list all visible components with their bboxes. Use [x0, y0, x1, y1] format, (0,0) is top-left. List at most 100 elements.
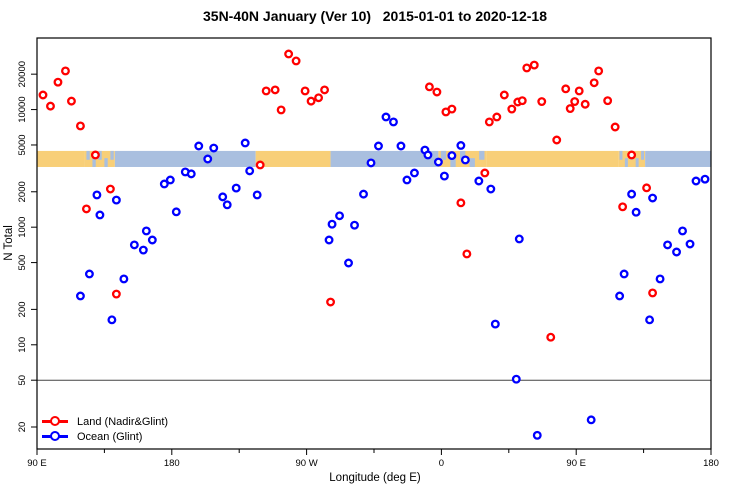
- data-point: [409, 168, 419, 178]
- data-point: [619, 269, 629, 279]
- data-point: [532, 430, 542, 440]
- data-point: [261, 86, 271, 96]
- data-point: [327, 219, 337, 229]
- data-point: [486, 184, 496, 194]
- data-point: [691, 176, 701, 186]
- plot-border: [36, 37, 712, 450]
- data-point: [484, 117, 494, 127]
- data-point: [366, 158, 376, 168]
- data-point: [517, 96, 527, 106]
- land-points: [38, 49, 658, 342]
- data-point: [81, 204, 91, 214]
- data-point: [291, 56, 301, 66]
- data-point: [565, 104, 575, 114]
- ocean-legend-marker-icon: [42, 431, 68, 442]
- data-point: [240, 138, 250, 148]
- data-point: [396, 141, 406, 151]
- data-point: [344, 258, 353, 268]
- data-point: [171, 207, 181, 217]
- data-point: [603, 96, 613, 106]
- data-point: [306, 96, 316, 106]
- data-point: [159, 179, 169, 189]
- data-point: [276, 105, 286, 115]
- legend-row-ocean: Ocean (Glint): [42, 429, 168, 444]
- legend-row-land: Land (Nadir&Glint): [42, 414, 168, 429]
- data-point: [462, 249, 472, 259]
- data-point: [138, 245, 148, 255]
- x-tick-label: 180: [164, 458, 180, 469]
- data-point: [314, 93, 324, 103]
- data-point: [594, 66, 604, 76]
- data-point: [570, 97, 580, 106]
- data-point: [700, 174, 710, 184]
- data-point: [194, 141, 204, 151]
- data-point: [350, 220, 359, 230]
- data-point: [447, 151, 457, 161]
- data-point: [186, 169, 196, 179]
- data-point: [389, 117, 398, 127]
- data-point: [642, 183, 652, 193]
- x-tick-label: 180: [703, 458, 719, 469]
- data-point: [433, 157, 443, 167]
- data-point: [231, 183, 241, 193]
- y-tick-label: 10000: [17, 96, 28, 122]
- data-point: [580, 99, 590, 109]
- data-point: [546, 332, 556, 342]
- data-point: [423, 150, 433, 160]
- legend: Land (Nadir&Glint) Ocean (Glint): [42, 414, 168, 444]
- data-point: [627, 150, 637, 160]
- data-point: [447, 104, 457, 114]
- y-tick-label: 5000: [17, 134, 28, 155]
- data-point: [270, 85, 280, 95]
- data-point: [648, 288, 658, 298]
- x-tick-label: 90 E: [27, 458, 47, 469]
- data-point: [95, 210, 105, 220]
- data-point: [618, 202, 628, 212]
- legend-label-land: Land (Nadir&Glint): [77, 415, 169, 428]
- data-point: [615, 291, 625, 301]
- data-point: [439, 171, 449, 181]
- data-point: [209, 143, 219, 153]
- data-point: [300, 86, 310, 96]
- data-point: [38, 90, 48, 100]
- data-point: [499, 90, 509, 100]
- data-point: [456, 198, 466, 208]
- x-axis-label: Longitude (deg E): [329, 472, 421, 484]
- data-point: [245, 166, 255, 176]
- data-point: [324, 235, 334, 245]
- data-point: [648, 193, 658, 203]
- data-point: [627, 189, 637, 199]
- data-point: [111, 195, 121, 205]
- x-tick-label: 90 E: [566, 458, 586, 469]
- data-point: [284, 49, 294, 59]
- data-point: [424, 82, 434, 92]
- data-point: [53, 77, 63, 87]
- data-point: [46, 101, 55, 111]
- data-point: [129, 240, 139, 250]
- data-point: [522, 63, 532, 73]
- data-point: [84, 269, 94, 279]
- data-point: [537, 97, 547, 106]
- ocean-points: [75, 112, 710, 440]
- data-point: [480, 168, 490, 178]
- data-point: [402, 175, 412, 185]
- data-point: [672, 247, 682, 257]
- data-point: [685, 239, 695, 249]
- y-tick-label: 500: [17, 255, 28, 271]
- data-point: [655, 274, 665, 284]
- data-point: [514, 234, 524, 244]
- data-point: [374, 141, 383, 151]
- data-point: [552, 135, 562, 145]
- data-point: [90, 150, 100, 160]
- data-point: [335, 211, 345, 221]
- data-point: [507, 104, 517, 114]
- data-point: [111, 289, 121, 299]
- chart-title: 35N-40N January (Ver 10) 2015-01-01 to 2…: [203, 8, 547, 24]
- data-point: [326, 297, 336, 307]
- data-point: [474, 176, 484, 186]
- data-point: [107, 315, 117, 325]
- data-point: [432, 87, 442, 97]
- data-point: [141, 226, 151, 236]
- data-point: [92, 190, 102, 200]
